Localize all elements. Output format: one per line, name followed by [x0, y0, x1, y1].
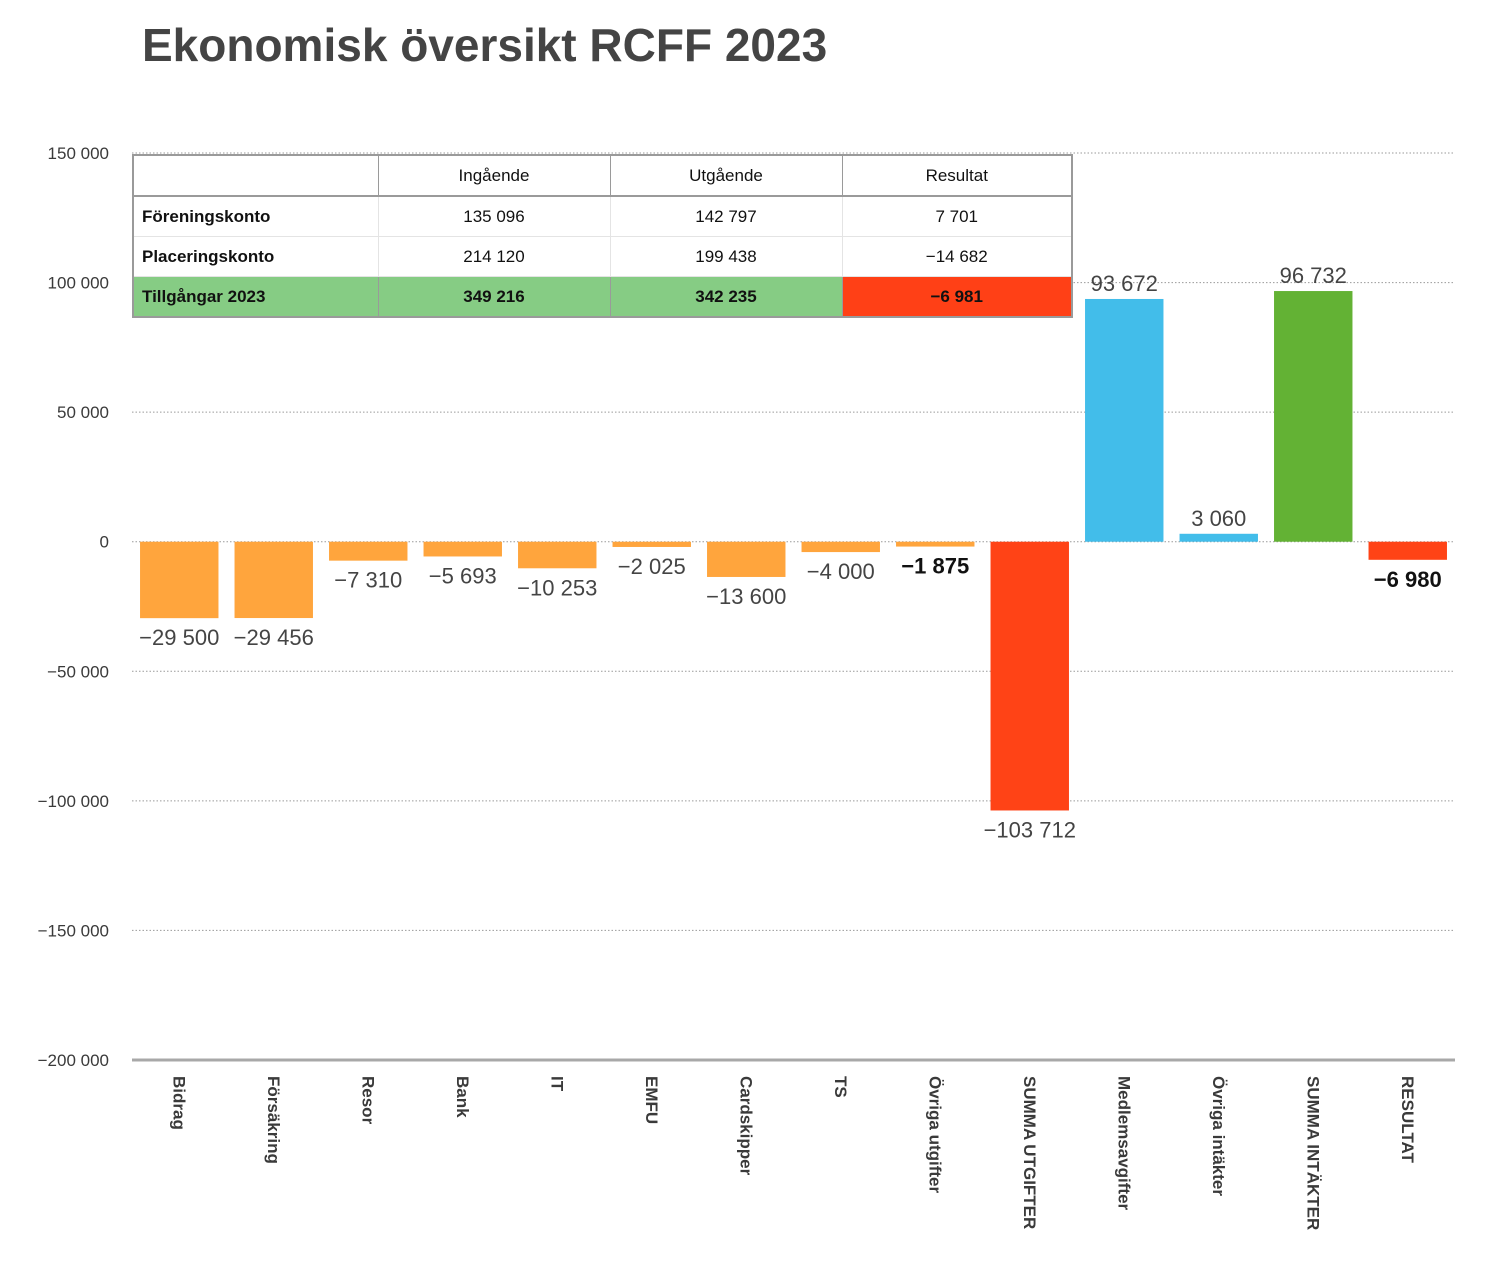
category-label: RESULTAT — [1398, 1076, 1417, 1163]
bar — [1368, 541, 1447, 560]
table-total-label: Tillgångar 2023 — [132, 276, 379, 318]
bar — [1085, 298, 1164, 542]
data-label: −5 693 — [429, 563, 497, 588]
table-cell: 199 438 — [609, 236, 843, 277]
category-label: TS — [831, 1076, 850, 1098]
data-label: 93 672 — [1091, 271, 1158, 296]
data-label: 96 732 — [1280, 263, 1347, 288]
data-label: −1 875 — [901, 554, 969, 579]
bar — [1179, 533, 1258, 542]
table-header-ingaende: Ingående — [377, 154, 611, 197]
table-cell: −14 682 — [841, 236, 1073, 277]
data-label: −29 500 — [139, 625, 219, 650]
chart-title: Ekonomisk översikt RCFF 2023 — [142, 19, 828, 71]
data-label: −29 456 — [234, 625, 314, 650]
bar — [423, 541, 502, 557]
y-tick-label: −200 000 — [38, 1051, 109, 1070]
bar — [1274, 291, 1353, 542]
y-tick-label: −150 000 — [38, 921, 109, 940]
bar — [707, 541, 786, 577]
table-header-resultat: Resultat — [841, 154, 1073, 197]
table-cell: 135 096 — [377, 195, 611, 237]
y-tick-label: 150 000 — [48, 144, 109, 163]
table-header-row: Ingående Utgående Resultat — [132, 154, 1073, 197]
bars — [140, 291, 1447, 811]
category-label: Försäkring — [264, 1076, 283, 1164]
bar — [801, 541, 880, 553]
category-label: Bidrag — [169, 1076, 188, 1130]
category-label: Övriga utgifter — [925, 1076, 944, 1194]
bar — [990, 541, 1069, 811]
bar — [234, 541, 313, 619]
category-label: Resor — [358, 1076, 377, 1125]
data-label: −10 253 — [517, 575, 597, 600]
summary-table: Ingående Utgående Resultat Föreningskont… — [132, 154, 1073, 318]
category-label: Bank — [453, 1076, 472, 1118]
table-cell: 7 701 — [841, 195, 1073, 237]
category-label: IT — [547, 1076, 566, 1092]
y-tick-label: 100 000 — [48, 274, 109, 293]
y-tick-label: 50 000 — [57, 403, 109, 422]
data-label: −103 712 — [984, 817, 1076, 842]
y-tick-label: −50 000 — [47, 662, 109, 681]
table-cell-label: Placeringskonto — [132, 236, 379, 277]
bar — [140, 541, 219, 619]
table-header-empty — [132, 154, 379, 197]
y-axis-ticks: 150 000 100 000 50 000 0 −50 000 −100 000 −150… — [38, 144, 109, 1070]
data-label: −7 310 — [334, 568, 402, 593]
table-total-result: −6 981 — [841, 276, 1073, 318]
category-label: Cardskipper — [736, 1076, 755, 1176]
data-label: 3 060 — [1191, 506, 1246, 531]
data-label: −4 000 — [807, 559, 875, 584]
table-cell: 214 120 — [377, 236, 611, 277]
data-label: −2 025 — [618, 554, 686, 579]
table-cell: 142 797 — [609, 195, 843, 237]
table-header-utgaende: Utgående — [609, 154, 843, 197]
y-tick-label: −100 000 — [38, 792, 109, 811]
table-cell-label: Föreningskonto — [132, 195, 379, 237]
y-tick-label: 0 — [100, 533, 109, 552]
bar — [518, 541, 597, 569]
table-total-cell: 349 216 — [377, 276, 611, 318]
category-label: Medlemsavgifter — [1114, 1076, 1133, 1211]
table-row: Placeringskonto 214 120 199 438 −14 682 — [132, 236, 1073, 277]
category-label: SUMMA INTÄKTER — [1303, 1076, 1322, 1230]
data-label: −13 600 — [706, 584, 786, 609]
table-row: Föreningskonto 135 096 142 797 7 701 — [132, 195, 1073, 237]
data-labels: −29 500 −29 456−7 310 −5 693 −10 253−2 025−… — [139, 263, 1442, 842]
bar — [896, 541, 975, 547]
bar — [329, 541, 408, 561]
category-labels: Bidrag Försäkring Resor Bank IT EMFU Cardskipp… — [169, 1076, 1417, 1230]
data-label: −6 980 — [1374, 567, 1442, 592]
category-label: EMFU — [642, 1076, 661, 1124]
table-total-row: Tillgångar 2023 349 216 342 235 −6 981 — [132, 276, 1073, 318]
category-label: Övriga intäkter — [1209, 1076, 1228, 1196]
table-total-cell: 342 235 — [609, 276, 843, 318]
category-label: SUMMA UTGIFTER — [1020, 1076, 1039, 1229]
bar — [612, 541, 691, 547]
